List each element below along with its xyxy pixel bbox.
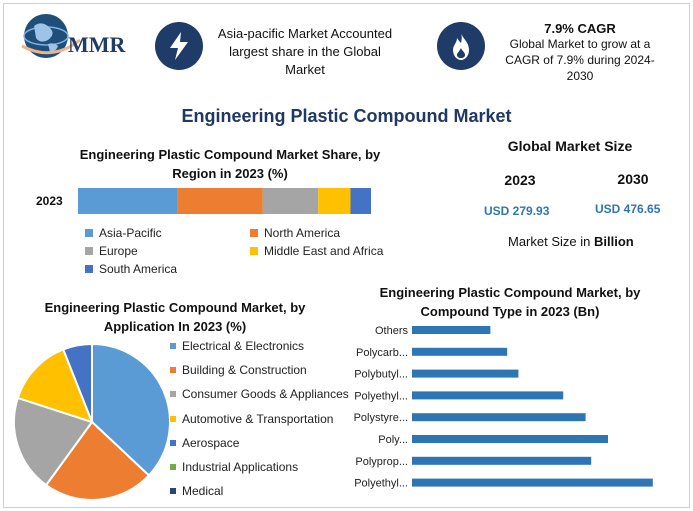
compound-category-label: Polybutyl... xyxy=(354,369,408,381)
legend-label: Middle East and Africa xyxy=(264,244,384,258)
legend-swatch xyxy=(250,229,258,237)
mmr-logo: MMR xyxy=(12,10,142,62)
region-segment-0 xyxy=(78,188,178,214)
flame-badge xyxy=(437,22,485,70)
compound-category-label: Polystyre... xyxy=(354,412,408,424)
legend-label: Building & Construction xyxy=(182,363,307,378)
card1-text: Asia-pacific Market Accounted largest sh… xyxy=(217,26,393,77)
card2-title: 7.9% CAGR xyxy=(544,21,616,36)
market-size-note: Market Size in Billion xyxy=(508,234,634,249)
compound-chart-title: Engineering Plastic Compound Market, by … xyxy=(379,285,641,319)
legend-label: Medical xyxy=(182,484,224,499)
year-2030: 2030 xyxy=(617,171,649,187)
compound-category-label: Polyprop... xyxy=(355,456,408,468)
compound-bar-3 xyxy=(412,391,564,400)
compound-bar-7 xyxy=(412,478,653,487)
legend-label: South America xyxy=(99,262,178,276)
lightning-icon xyxy=(170,32,188,60)
compound-category-label: Polyethyl... xyxy=(354,390,408,402)
note-prefix: Market Size in xyxy=(508,234,594,249)
region-legend-item: Asia-Pacific xyxy=(85,226,162,240)
legend-label: Electrical & Electronics xyxy=(182,339,305,353)
region-chart: 2023 xyxy=(36,188,371,214)
application-legend-item: Aerospace xyxy=(170,436,239,450)
legend-swatch xyxy=(85,247,93,255)
application-legend-item: Industrial Applications xyxy=(170,460,298,474)
globe-icon xyxy=(21,14,81,58)
compound-category-label: Polycarb... xyxy=(356,347,408,359)
flame-icon xyxy=(453,33,469,60)
compound-bar-5 xyxy=(412,435,608,443)
card2-text: Global Market to grow at a CAGR of 7.9% … xyxy=(505,37,655,83)
compound-category-label: Polyethyl... xyxy=(354,478,408,490)
legend-swatch xyxy=(85,229,93,237)
region-legend-item: North America xyxy=(250,226,340,240)
compound-chart: Others Polycarb... Polybutyl... Polyethyl..… xyxy=(354,325,653,490)
region-legend-item: South America xyxy=(85,262,177,276)
main-title: Engineering Plastic Compound Market xyxy=(181,106,512,126)
application-legend-item: Electrical & Electronics xyxy=(170,339,304,353)
lightning-badge xyxy=(155,22,203,70)
legend-label: Aerospace xyxy=(182,435,240,450)
region-legend-item: Europe xyxy=(85,244,138,258)
region-segment-3 xyxy=(318,188,351,214)
region-chart-title: Engineering Plastic Compound Market Shar… xyxy=(79,147,381,181)
application-legend-item: Building & Construction xyxy=(170,363,307,377)
legend-label: Asia-Pacific xyxy=(99,226,162,240)
region-legend-item: Middle East and Africa xyxy=(250,244,383,258)
application-chart-title: Engineering Plastic Compound Market, by … xyxy=(44,300,306,334)
compound-bar-1 xyxy=(412,347,508,356)
compound-bar-6 xyxy=(412,456,592,465)
application-legend-item: Automotive & Transportation xyxy=(170,412,333,426)
category-label-2023: 2023 xyxy=(36,194,63,208)
region-segment-1 xyxy=(177,188,263,214)
legend-swatch xyxy=(170,391,176,398)
compound-bar-2 xyxy=(412,369,519,378)
legend-label: Industrial Applications xyxy=(182,460,299,474)
legend-swatch xyxy=(85,265,93,273)
compound-category-label: Poly... xyxy=(378,434,408,446)
legend-swatch xyxy=(170,415,176,422)
logo-text: MMR xyxy=(68,32,126,57)
application-pie xyxy=(13,342,171,501)
compound-bar-0 xyxy=(412,326,491,334)
pie-slice-4 xyxy=(61,342,93,423)
legend-swatch xyxy=(170,367,176,374)
value-2030: USD 476.65 xyxy=(595,202,661,216)
value-2023: USD 279.93 xyxy=(484,204,550,218)
pie-slice-1 xyxy=(44,420,151,501)
region-segment-4 xyxy=(350,188,371,214)
compound-bar-4 xyxy=(412,413,586,422)
legend-label: Automotive & Transportation xyxy=(182,411,334,426)
legend-label: Europe xyxy=(99,244,138,258)
market-size-title: Global Market Size xyxy=(507,138,633,154)
legend-swatch xyxy=(170,464,176,470)
legend-swatch xyxy=(170,488,176,495)
note-unit: Billion xyxy=(593,234,634,249)
legend-label: North America xyxy=(264,226,341,240)
application-legend-item: Medical xyxy=(170,484,223,498)
legend-swatch xyxy=(170,343,176,349)
legend-label: Consumer Goods & Appliances xyxy=(182,387,349,402)
pie-slice-2 xyxy=(13,396,94,487)
year-2023: 2023 xyxy=(504,172,536,188)
pie-slice-3 xyxy=(16,348,94,424)
application-legend-item: Consumer Goods & Appliances xyxy=(170,387,349,401)
legend-swatch xyxy=(170,439,176,446)
pie-slice-0 xyxy=(91,342,171,477)
legend-swatch xyxy=(250,247,258,255)
region-segment-2 xyxy=(262,188,319,214)
compound-category-label: Others xyxy=(375,325,409,337)
